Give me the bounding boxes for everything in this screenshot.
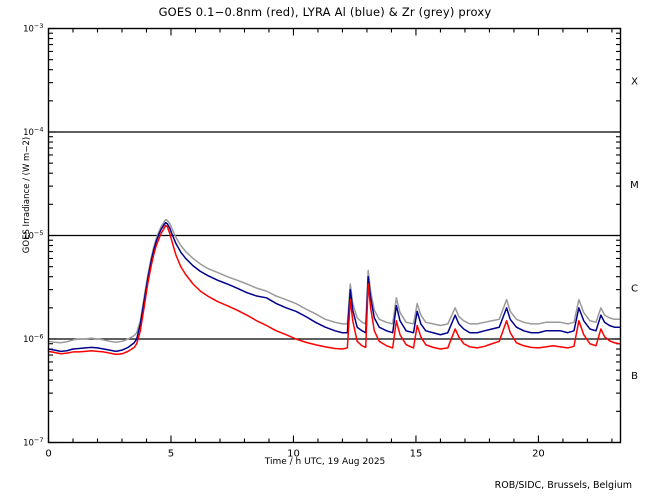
x-axis-label: Time / h UTC, 19 Aug 2025 — [264, 457, 386, 467]
series-line-goes-0-1-0-8nm — [47, 224, 621, 356]
y-tick-label: 10−7 — [23, 436, 43, 449]
series-line-lyra-al — [47, 221, 621, 353]
x-tick-label: 20 — [532, 449, 545, 460]
flare-class-label-M: M — [630, 180, 639, 191]
y-tick-label: 10−6 — [23, 333, 43, 346]
x-tick-label: 0 — [45, 449, 51, 460]
plot-frame — [47, 27, 622, 444]
x-tick-label: 15 — [410, 449, 423, 460]
y-tick-label: 10−3 — [23, 22, 43, 35]
x-tick-label: 5 — [168, 449, 174, 460]
y-tick-label: 10−5 — [23, 229, 43, 242]
flare-class-labels: X M C B — [630, 76, 639, 382]
flare-class-label-X: X — [631, 76, 638, 87]
y-tick-labels: 10−3 10−4 10−5 10−6 10−7 — [23, 22, 43, 449]
flare-class-label-C: C — [631, 283, 638, 294]
page-title: GOES 0.1−0.8nm (red), LYRA Al (blue) & Z… — [158, 5, 492, 19]
credit-text: ROB/SIDC, Brussels, Belgium — [494, 480, 632, 491]
y-tick-label: 10−4 — [23, 126, 43, 139]
x-tick-label: 10 — [287, 449, 300, 460]
x-tick-labels: 0 5 10 15 20 — [45, 449, 544, 460]
flare-class-label-B: B — [631, 371, 638, 382]
